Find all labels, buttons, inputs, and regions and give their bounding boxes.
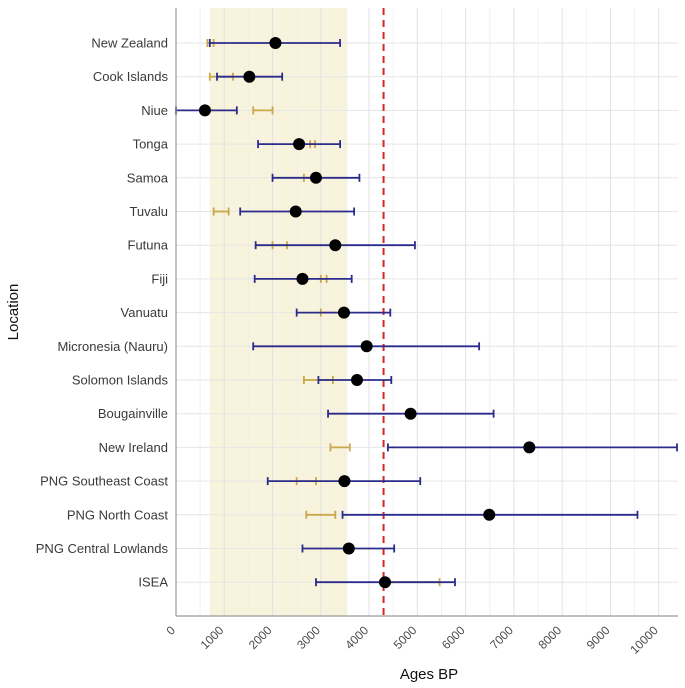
y-tick-label: Vanuatu xyxy=(121,305,168,320)
x-tick-label: 4000 xyxy=(342,623,371,652)
y-tick-label: Bougainville xyxy=(98,406,168,421)
x-tick-label: 0 xyxy=(163,623,178,638)
data-point xyxy=(404,407,417,420)
y-tick-label: Niue xyxy=(141,103,168,118)
y-tick-label: PNG Southeast Coast xyxy=(40,474,168,489)
y-tick-label: Solomon Islands xyxy=(72,373,169,388)
x-axis-title: Ages BP xyxy=(400,666,458,683)
y-tick-label: Cook Islands xyxy=(93,69,169,84)
y-tick-label: Futuna xyxy=(128,238,169,253)
x-tick-label: 3000 xyxy=(294,623,323,652)
data-point xyxy=(198,104,211,117)
interval-b xyxy=(212,207,230,216)
interval-b xyxy=(305,510,337,519)
x-tick-label: 9000 xyxy=(584,623,613,652)
y-tick-label: Micronesia (Nauru) xyxy=(57,339,168,354)
data-point xyxy=(483,508,496,521)
x-tick-label: 7000 xyxy=(487,623,516,652)
y-tick-label: PNG North Coast xyxy=(67,507,169,522)
y-axis-title: Location xyxy=(5,284,22,341)
x-tick-label: 5000 xyxy=(391,623,420,652)
y-tick-label: Tuvalu xyxy=(129,204,168,219)
y-tick-label: New Ireland xyxy=(99,440,168,455)
x-tick-label: 6000 xyxy=(439,623,468,652)
data-point xyxy=(329,239,342,252)
y-tick-label: Fiji xyxy=(151,271,168,286)
data-point xyxy=(338,475,351,488)
y-tick-label: New Zealand xyxy=(91,36,168,51)
x-tick-label: 1000 xyxy=(198,623,227,652)
y-tick-label: ISEA xyxy=(138,575,168,590)
data-point xyxy=(523,441,536,454)
x-tick-label: 10000 xyxy=(627,623,661,657)
data-point xyxy=(243,70,256,83)
data-point xyxy=(293,138,306,151)
data-point xyxy=(269,37,282,49)
data-point xyxy=(351,374,364,386)
x-tick-label: 8000 xyxy=(535,623,564,652)
interval-b xyxy=(329,443,351,452)
y-tick-label: Samoa xyxy=(127,170,169,185)
x-tick-label: 2000 xyxy=(246,623,275,652)
data-point xyxy=(360,340,373,353)
data-point xyxy=(309,171,322,184)
data-point xyxy=(289,205,302,218)
y-tick-label: PNG Central Lowlands xyxy=(36,541,169,556)
data-point xyxy=(337,306,350,319)
data-point xyxy=(379,576,392,589)
data-point xyxy=(342,542,355,555)
y-tick-label: Tonga xyxy=(133,137,169,152)
data-point xyxy=(296,272,309,285)
interval-b xyxy=(252,106,274,115)
